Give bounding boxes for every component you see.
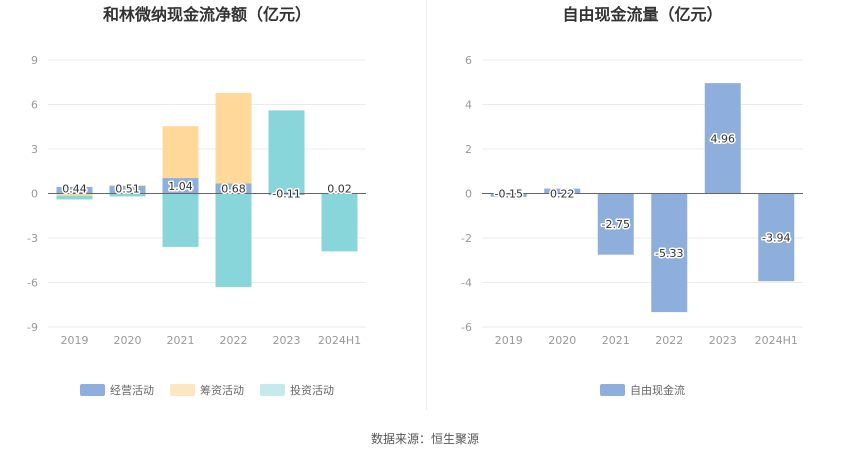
chart-1-data-label-2023: -0.11 — [272, 188, 300, 201]
chart-1-x-tick-label: 2020 — [114, 334, 142, 347]
chart-2-data-label-2022: -5.33 — [655, 247, 683, 260]
chart-1-bar-筹资活动-2020 — [109, 185, 146, 186]
chart-1-data-label-2021: 1.04 — [168, 180, 193, 193]
chart-2-bar-2023 — [704, 83, 741, 194]
chart-2-data-label-2023: 4.96 — [711, 132, 736, 145]
chart-2-y-tick-label: 2 — [465, 143, 472, 156]
chart-1-bar-投资活动-2024H1 — [321, 193, 358, 252]
cash-flow-net-chart: 和林微纳现金流净额（亿元） 9 6 3 0 -3 -6 -9 0.44 0.51 1.04 0.68 -… — [27, 5, 366, 397]
chart-1-y-tick-label: 9 — [31, 54, 38, 67]
chart-1-bar-投资活动-2020 — [109, 193, 146, 197]
chart-2-x-tick-label: 2021 — [602, 334, 630, 347]
chart-1-x-tick-label: 2024H1 — [318, 334, 361, 347]
footer: 数据来源：恒生聚源 — [371, 431, 479, 446]
chart-2-bar-2024H1 — [758, 193, 795, 282]
chart-1-legend-label[interactable]: 筹资活动 — [200, 383, 244, 397]
chart-2-x-tick-label: 2019 — [495, 334, 523, 347]
chart-1-bar-经营活动-2020 — [109, 185, 146, 194]
chart-2-y-tick-label: 4 — [465, 99, 472, 112]
free-cash-flow-chart: 自由现金流量（亿元） 6 4 2 0 -2 -4 -6 -0.15 0.22 -2.75 -5.33 4… — [461, 5, 803, 397]
chart-1-legend-swatch[interactable] — [80, 384, 105, 396]
chart-1-x-tick-label: 2021 — [167, 334, 195, 347]
chart-2-bar-2020 — [544, 188, 581, 194]
chart-1-x-tick-label: 2022 — [220, 334, 248, 347]
chart-2-data-label-2019: -0.15 — [495, 188, 523, 201]
chart-1-bar-经营活动-2023 — [268, 193, 305, 196]
chart-2-x-tick-label: 2024H1 — [755, 334, 798, 347]
chart-1-x-tick-label: 2023 — [273, 334, 301, 347]
chart-1-legend-swatch[interactable] — [260, 384, 285, 396]
chart-1-y-tick-label: 3 — [31, 143, 38, 156]
chart-2-bar-2021 — [597, 193, 634, 255]
chart-1-y-tick-label: 0 — [31, 188, 38, 201]
panel-divider — [426, 0, 427, 410]
chart-1-legend-swatch[interactable] — [170, 384, 195, 396]
chart-1-x-tick-label: 2019 — [61, 334, 89, 347]
chart-2-y-tick-label: 6 — [465, 54, 472, 67]
chart-2-x-tick-label: 2023 — [709, 334, 737, 347]
chart-1-data-label-2020: 0.51 — [115, 183, 140, 196]
chart-1-bar-筹资活动-2019 — [56, 193, 93, 196]
chart-1-data-label-2022: 0.68 — [221, 183, 246, 196]
chart-1-bar-投资活动-2019 — [56, 195, 93, 200]
chart-1-data-label-2019: 0.44 — [62, 183, 87, 196]
chart-1-y-tick-label: 6 — [31, 99, 38, 112]
chart-2-data-label-2024H1: -3.94 — [762, 231, 790, 244]
source-note: 数据来源：恒生聚源 — [371, 431, 479, 446]
chart-2-y-tick-label: -6 — [461, 321, 472, 334]
chart-2-y-tick-label: 0 — [465, 188, 472, 201]
chart-1-legend-label[interactable]: 投资活动 — [290, 383, 334, 397]
chart-1-title: 和林微纳现金流净额（亿元） — [103, 5, 311, 24]
chart-2-bar-2022 — [651, 193, 688, 313]
chart-1-y-tick-label: -6 — [27, 277, 38, 290]
chart-1-bar-投资活动-2023 — [268, 110, 305, 194]
chart-1-bar-投资活动-2021 — [162, 193, 199, 247]
chart-1-bar-投资活动-2022 — [215, 193, 252, 287]
chart-1-data-label-2024H1: 0.02 — [327, 183, 352, 196]
chart-1-y-tick-label: -9 — [27, 321, 38, 334]
chart-1-bar-筹资活动-2022 — [215, 92, 252, 184]
chart-2-legend-label[interactable]: 自由现金流 — [630, 383, 685, 397]
chart-2-y-tick-label: -2 — [461, 232, 472, 245]
chart-2-legend-swatch[interactable] — [600, 384, 625, 396]
chart-2-bar-2019 — [490, 193, 527, 197]
chart-2-y-tick-label: -4 — [461, 277, 472, 290]
chart-1-bar-经营活动-2019 — [56, 186, 93, 194]
chart-2-x-tick-label: 2022 — [655, 334, 683, 347]
chart-2-data-label-2020: 0.22 — [550, 188, 575, 201]
chart-2-data-label-2021: -2.75 — [602, 218, 630, 231]
chart-1-y-tick-label: -3 — [27, 232, 38, 245]
chart-1-bar-经营活动-2022 — [215, 183, 252, 194]
chart-1-bar-筹资活动-2021 — [162, 126, 199, 179]
chart-2-title: 自由现金流量（亿元） — [562, 5, 722, 24]
chart-1-bar-经营活动-2021 — [162, 178, 199, 194]
chart-2-x-tick-label: 2020 — [548, 334, 576, 347]
chart-1-legend-label[interactable]: 经营活动 — [110, 383, 154, 397]
